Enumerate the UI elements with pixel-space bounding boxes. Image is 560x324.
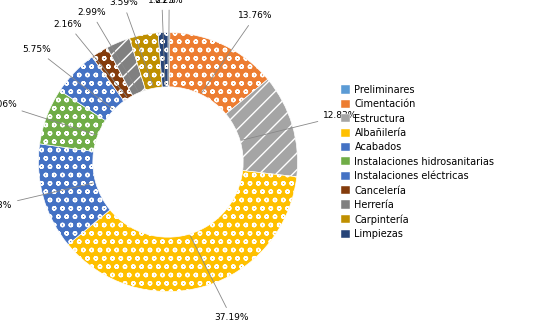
- Legend: Preliminares, Cimentación, Estructura, Albañilería, Acabados, Instalaciones hidr: Preliminares, Cimentación, Estructura, A…: [341, 85, 494, 239]
- Text: 0.23%: 0.23%: [155, 0, 184, 85]
- Wedge shape: [39, 144, 110, 245]
- Wedge shape: [226, 79, 297, 177]
- Text: 2.99%: 2.99%: [77, 8, 138, 91]
- Wedge shape: [68, 170, 297, 292]
- Text: 3.59%: 3.59%: [109, 0, 153, 86]
- Wedge shape: [107, 38, 146, 96]
- Text: 1.21%: 1.21%: [147, 0, 176, 85]
- Text: 5.75%: 5.75%: [22, 45, 112, 109]
- Text: 37.19%: 37.19%: [190, 236, 249, 322]
- Wedge shape: [60, 57, 124, 121]
- Wedge shape: [168, 32, 170, 87]
- Wedge shape: [169, 32, 268, 114]
- Text: 12.83%: 12.83%: [242, 111, 358, 140]
- Text: 7.06%: 7.06%: [0, 100, 96, 135]
- Text: 13.76%: 13.76%: [202, 11, 273, 93]
- Wedge shape: [129, 33, 162, 90]
- Wedge shape: [40, 90, 105, 151]
- Text: 13.23%: 13.23%: [0, 183, 94, 211]
- Wedge shape: [92, 48, 133, 101]
- Wedge shape: [158, 32, 168, 87]
- Text: 2.16%: 2.16%: [54, 20, 127, 97]
